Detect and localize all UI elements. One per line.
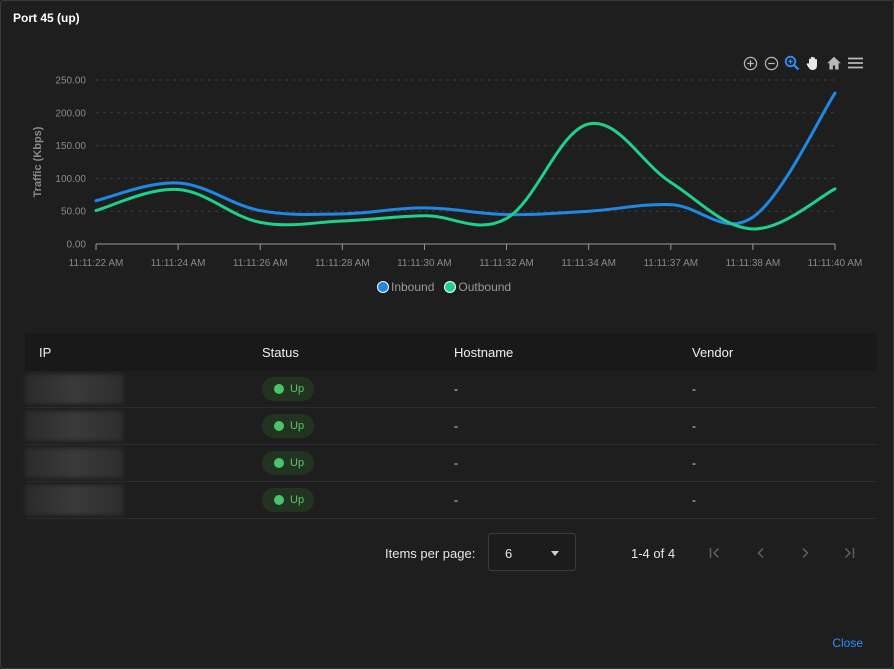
page-range-label: 1-4 of 4 — [631, 546, 676, 561]
x-tick-label: 11:11:26 AM — [233, 258, 288, 269]
status-label: Up — [290, 494, 305, 506]
redacted-ip — [25, 411, 123, 441]
status-cell: Up — [262, 451, 454, 475]
column-header-ip[interactable]: IP — [39, 344, 52, 360]
dialog-title: Port 45 (up) — [13, 11, 80, 25]
status-badge: Up — [262, 377, 315, 401]
status-cell: Up — [262, 414, 454, 438]
hostname-cell: - — [454, 382, 458, 396]
status-dot-icon — [274, 458, 284, 468]
items-per-page-value: 6 — [505, 546, 513, 561]
legend-label-inbound: Inbound — [391, 280, 435, 294]
status-label: Up — [290, 457, 305, 469]
status-badge: Up — [262, 414, 315, 438]
status-badge: Up — [262, 488, 315, 512]
legend-marker-outbound — [444, 281, 457, 293]
zoom-out-icon[interactable] — [762, 54, 780, 72]
last-page-button[interactable] — [839, 543, 859, 563]
x-tick-label: 11:11:22 AM — [69, 258, 124, 269]
y-tick-label: 0.00 — [67, 240, 87, 251]
x-tick-label: 11:11:30 AM — [397, 258, 452, 269]
vendor-cell: - — [692, 456, 696, 470]
redacted-ip — [25, 374, 123, 404]
items-per-page-select[interactable]: 6 — [488, 533, 576, 571]
status-cell: Up — [262, 377, 454, 401]
table-row[interactable]: Up - - — [25, 482, 877, 519]
status-dot-icon — [274, 421, 284, 431]
legend-label-outbound: Outbound — [458, 280, 512, 294]
legend-item-outbound[interactable]: Outbound — [444, 280, 511, 294]
next-page-button[interactable] — [795, 543, 815, 563]
close-button[interactable]: Close — [832, 636, 863, 650]
y-tick-label: 250.00 — [55, 76, 86, 87]
legend-marker-inbound — [377, 281, 389, 293]
ip-cell-redacted — [25, 411, 262, 441]
vendor-cell: - — [692, 382, 696, 396]
y-tick-label: 50.00 — [61, 207, 86, 218]
x-tick-label: 11:11:38 AM — [726, 258, 781, 269]
traffic-chart: 0.00 50.00 100.00 150.00 200.00 250.00 11:11:2… — [32, 76, 863, 270]
column-header-status[interactable]: Status — [262, 344, 299, 360]
first-page-button[interactable] — [705, 543, 725, 563]
status-badge: Up — [262, 451, 315, 475]
vendor-cell: - — [692, 493, 696, 507]
menu-icon[interactable] — [846, 54, 864, 72]
chart-toolbar — [741, 53, 871, 73]
series-line-inbound — [94, 91, 837, 226]
hostname-cell: - — [454, 419, 458, 433]
y-tick-label: 100.00 — [55, 174, 86, 185]
status-dot-icon — [274, 495, 284, 505]
hostname-cell: - — [454, 493, 458, 507]
x-tick-label: 11:11:34 AM — [561, 258, 616, 269]
ip-cell-redacted — [25, 485, 262, 515]
status-label: Up — [290, 420, 305, 432]
y-axis-label: Traffic (Kbps) — [32, 126, 44, 197]
status-label: Up — [290, 383, 305, 395]
last-page-icon — [844, 547, 855, 559]
x-tick-label: 11:11:32 AM — [479, 258, 534, 269]
selection-zoom-icon[interactable] — [783, 54, 801, 72]
redacted-ip — [25, 485, 123, 515]
chevron-right-icon — [802, 547, 809, 559]
first-page-icon — [709, 547, 720, 559]
home-reset-icon[interactable] — [825, 54, 843, 72]
redacted-ip — [25, 448, 123, 478]
x-tick-label: 11:11:37 AM — [643, 258, 698, 269]
previous-page-button[interactable] — [751, 543, 771, 563]
x-tick-label: 11:11:24 AM — [151, 258, 206, 269]
chevron-down-icon — [551, 551, 559, 556]
table-row[interactable]: Up - - — [25, 445, 877, 482]
hostname-cell: - — [454, 456, 458, 470]
table-row[interactable]: Up - - — [25, 408, 877, 445]
items-per-page-label: Items per page: — [385, 546, 476, 561]
x-tick-label: 11:11:40 AM — [808, 258, 863, 269]
chart-legend: Inbound Outbound — [377, 280, 511, 294]
table-row[interactable]: Up - - — [25, 371, 877, 408]
devices-table: IP Status Hostname Vendor Up - - Up - - … — [25, 333, 877, 519]
chevron-left-icon — [757, 547, 764, 559]
pan-hand-icon[interactable] — [804, 54, 822, 72]
x-tick-label: 11:11:28 AM — [315, 258, 370, 269]
y-tick-label: 150.00 — [55, 141, 86, 152]
column-header-vendor[interactable]: Vendor — [692, 344, 734, 360]
series-line-outbound — [94, 121, 837, 231]
zoom-in-icon[interactable] — [741, 54, 759, 72]
vendor-cell: - — [692, 419, 696, 433]
status-dot-icon — [274, 384, 284, 394]
status-cell: Up — [262, 488, 454, 512]
legend-item-inbound[interactable]: Inbound — [377, 280, 434, 294]
column-header-hostname[interactable]: Hostname — [454, 344, 514, 360]
ip-cell-redacted — [25, 448, 262, 478]
table-header: IP Status Hostname Vendor — [25, 333, 877, 371]
ip-cell-redacted — [25, 374, 262, 404]
pagination: Items per page: 6 1-4 of 4 — [385, 533, 865, 573]
y-tick-label: 200.00 — [55, 108, 86, 119]
